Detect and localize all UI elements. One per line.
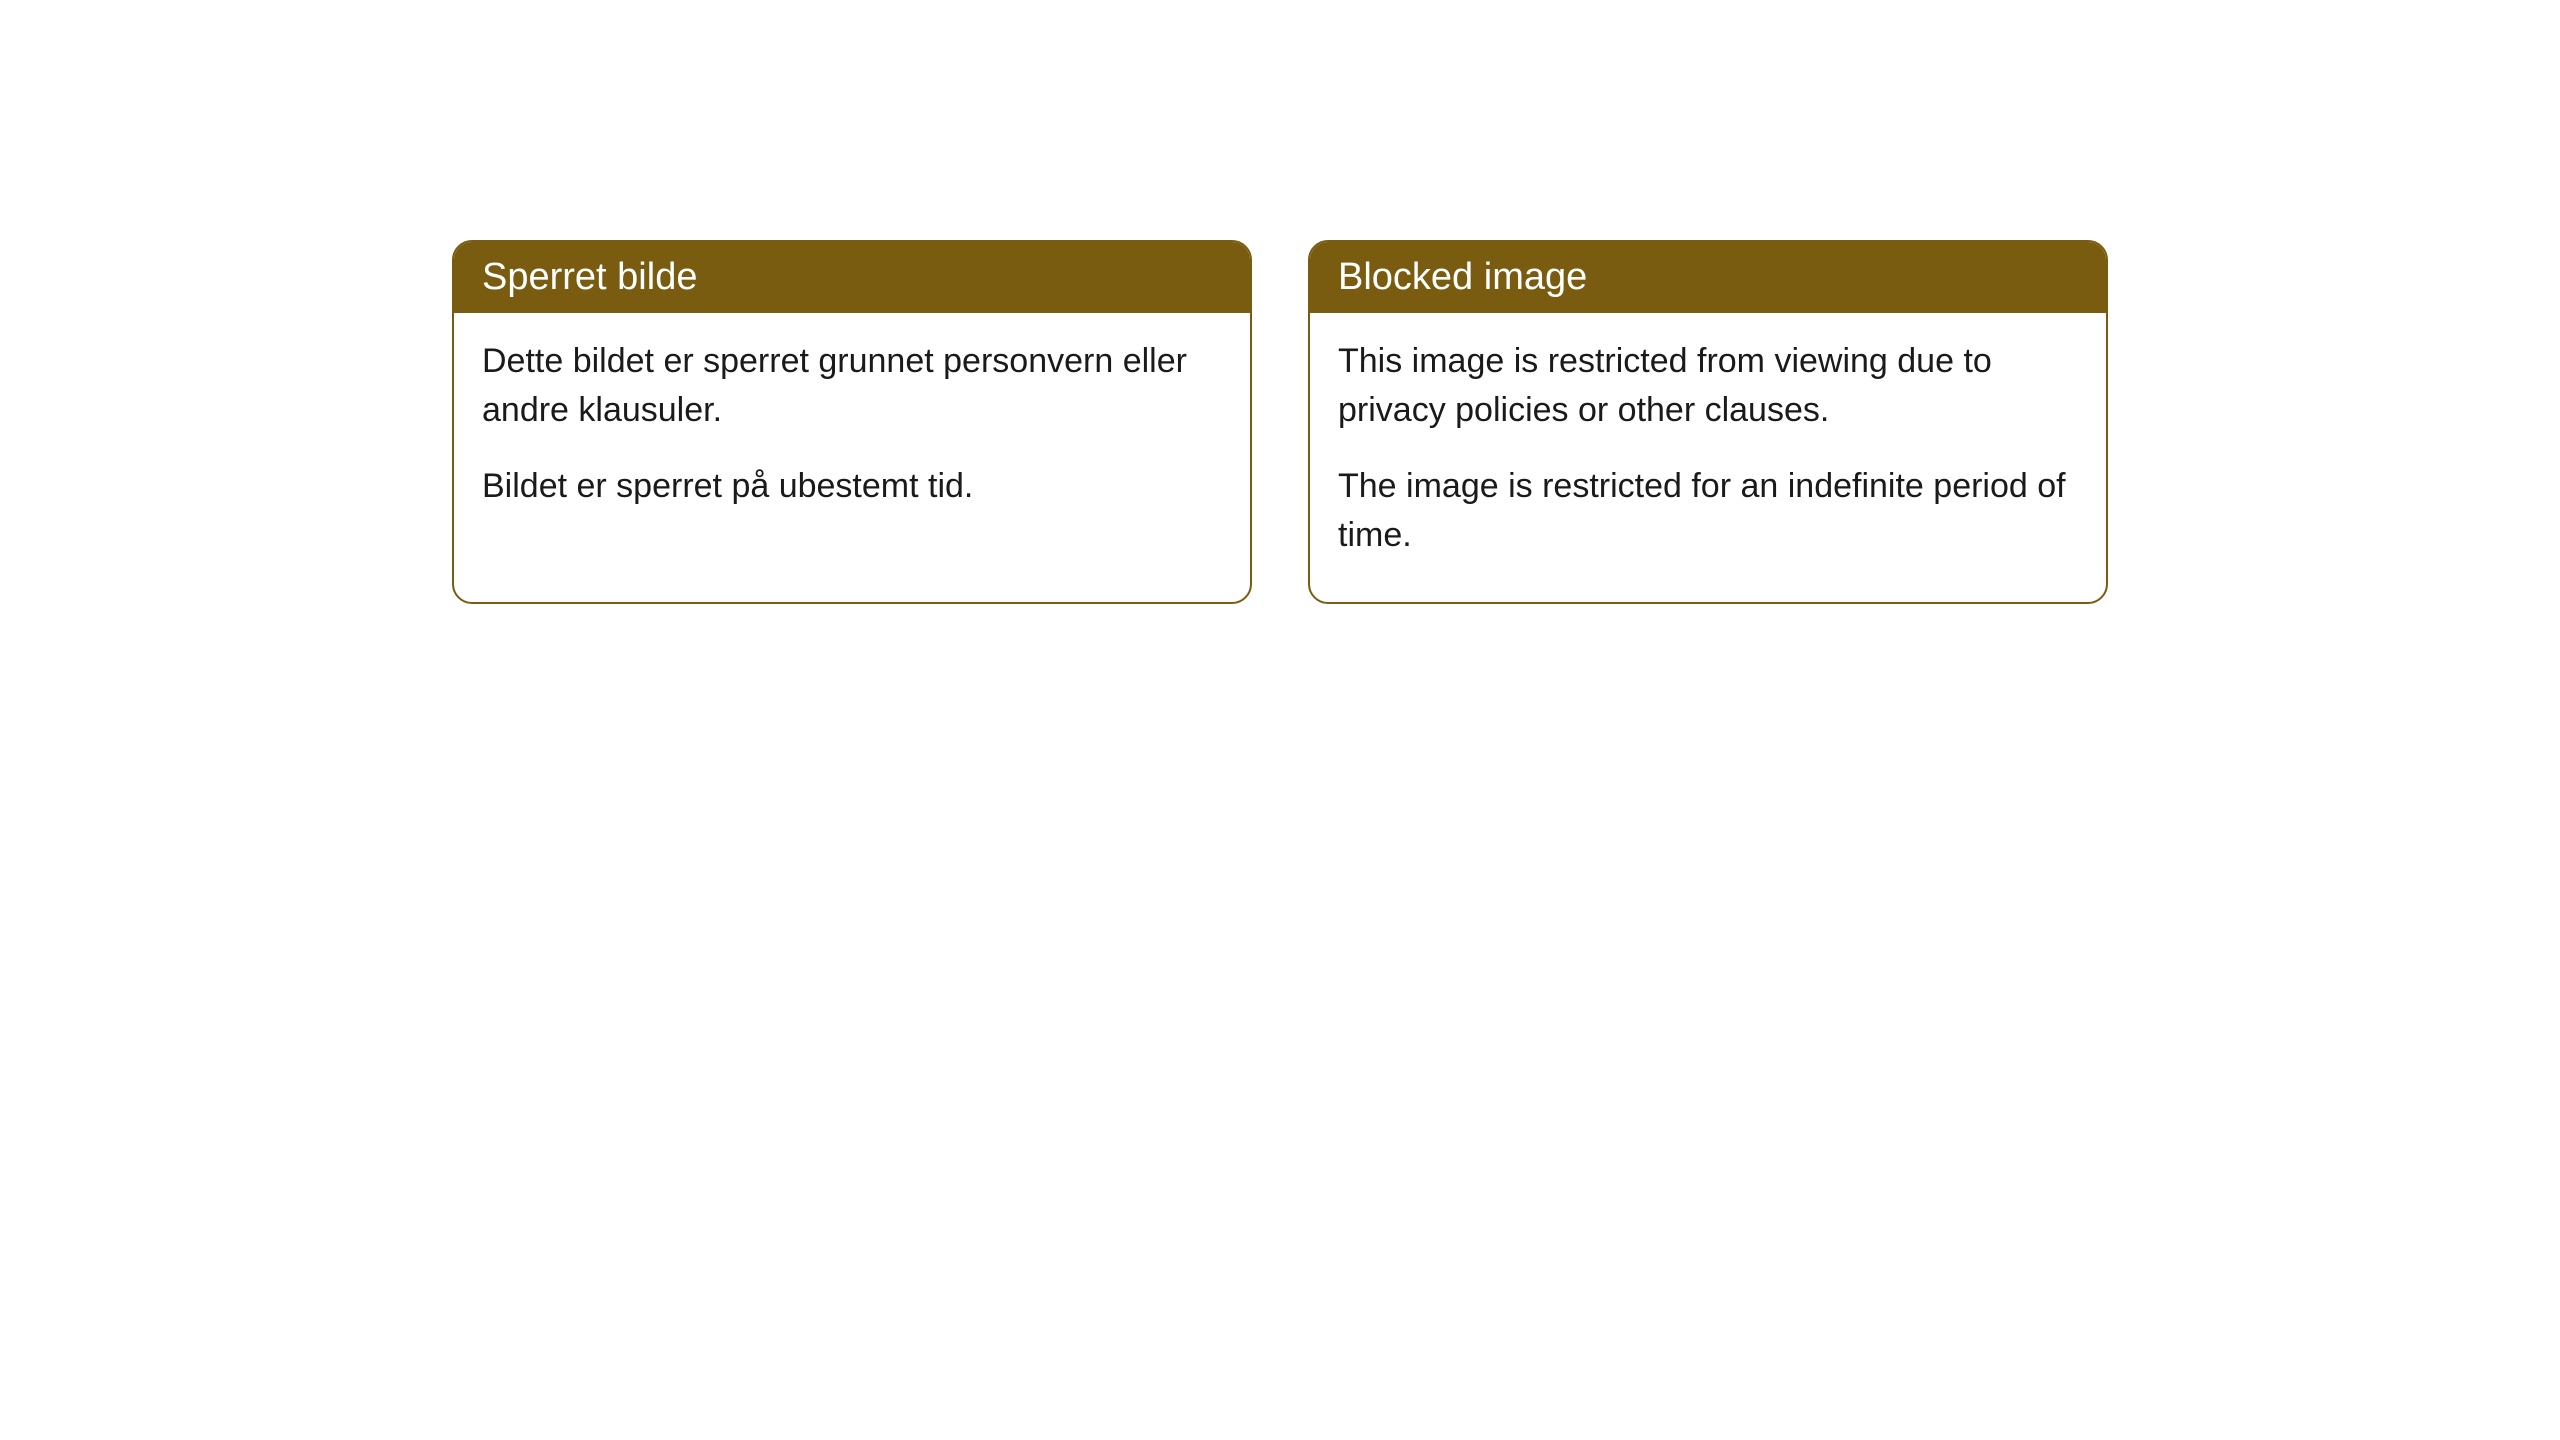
card-norwegian: Sperret bilde Dette bildet er sperret gr… [452,240,1252,604]
cards-container: Sperret bilde Dette bildet er sperret gr… [452,240,2108,604]
card-paragraph: Bildet er sperret på ubestemt tid. [482,462,1222,511]
card-header-norwegian: Sperret bilde [454,242,1250,313]
card-title: Blocked image [1338,256,1587,298]
card-body-norwegian: Dette bildet er sperret grunnet personve… [454,313,1250,553]
card-paragraph: Dette bildet er sperret grunnet personve… [482,337,1222,436]
card-paragraph: This image is restricted from viewing du… [1338,337,2078,436]
card-title: Sperret bilde [482,256,697,298]
card-body-english: This image is restricted from viewing du… [1310,313,2106,602]
card-header-english: Blocked image [1310,242,2106,313]
card-english: Blocked image This image is restricted f… [1308,240,2108,604]
card-paragraph: The image is restricted for an indefinit… [1338,462,2078,561]
